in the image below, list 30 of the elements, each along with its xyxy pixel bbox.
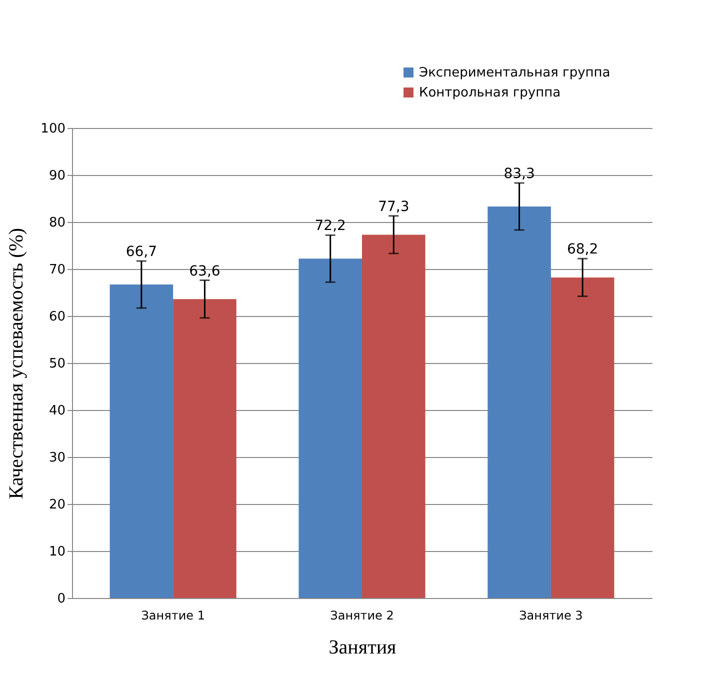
bar bbox=[173, 299, 236, 598]
x-tick-label: Занятие 3 bbox=[519, 608, 583, 622]
y-tick-label: 0 bbox=[57, 592, 66, 606]
bar bbox=[298, 258, 362, 598]
data-label: 68,2 bbox=[566, 242, 598, 258]
x-axis-title: Занятия bbox=[328, 636, 396, 658]
data-label: 63,6 bbox=[189, 263, 220, 280]
data-label: 66,7 bbox=[126, 244, 158, 260]
y-tick-label: 30 bbox=[48, 450, 66, 466]
y-tick-label: 10 bbox=[48, 544, 66, 560]
y-axis-title: Качественная успеваемость (%) bbox=[6, 228, 28, 500]
x-tick-label: Занятие 2 bbox=[330, 608, 394, 622]
bar bbox=[362, 234, 426, 598]
data-label: 77,3 bbox=[378, 198, 410, 215]
y-tick-label: 60 bbox=[48, 310, 66, 324]
y-tick-label: 50 bbox=[48, 356, 66, 372]
bar bbox=[488, 206, 551, 598]
bar bbox=[110, 284, 174, 598]
y-tick-label: 90 bbox=[48, 168, 66, 184]
y-tick-label: 70 bbox=[48, 262, 66, 278]
y-tick-label: 40 bbox=[48, 404, 66, 418]
data-label: 72,2 bbox=[314, 218, 346, 234]
data-label: 83,3 bbox=[504, 166, 535, 182]
y-tick-label: 80 bbox=[48, 216, 66, 230]
bar bbox=[550, 277, 614, 598]
legend-label: Экспериментальная группа bbox=[419, 66, 610, 80]
x-tick-label: Занятие 1 bbox=[141, 608, 205, 622]
legend-label: Контрольная группа bbox=[419, 86, 561, 100]
y-tick-label: 20 bbox=[48, 498, 66, 512]
y-tick-label: 100 bbox=[40, 122, 66, 136]
